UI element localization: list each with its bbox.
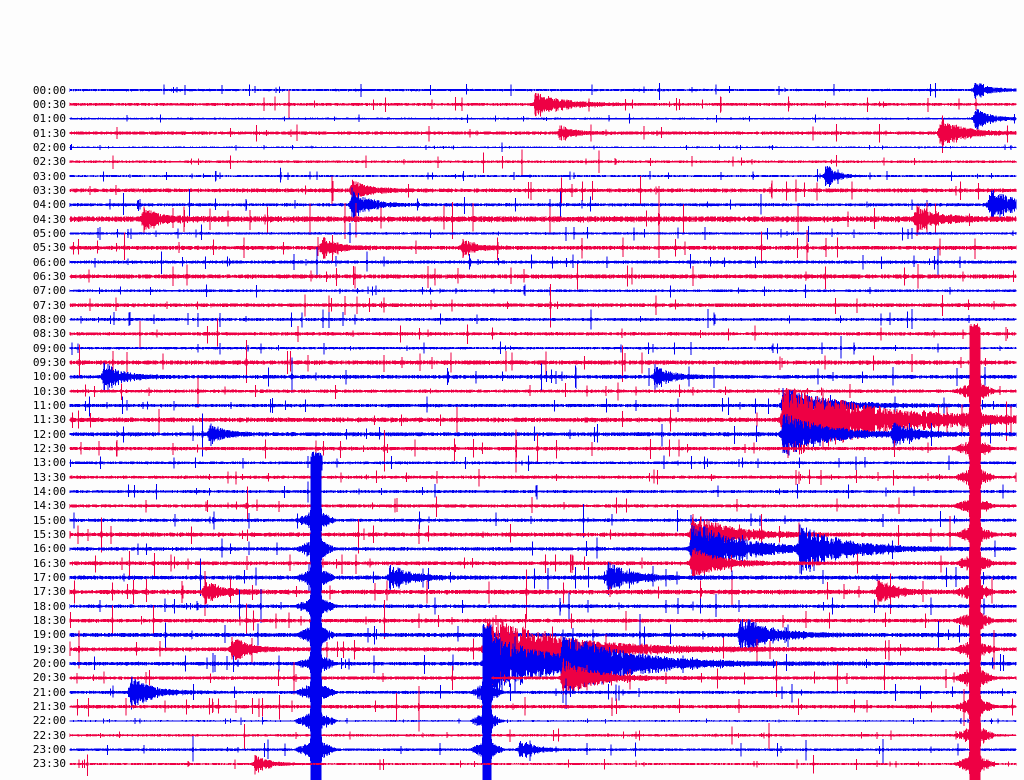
- trace-row-1000: [69, 357, 1017, 393]
- trace-row-1630: [69, 494, 1017, 641]
- time-label: 13:00: [32, 456, 66, 470]
- trace-row-0600: [69, 247, 1017, 278]
- trace-row-2130: [69, 637, 1017, 780]
- trace-row-0130: [69, 115, 1017, 154]
- time-label: 20:30: [32, 671, 66, 685]
- trace-row-0200: [69, 142, 1017, 153]
- time-label: 15:30: [32, 528, 66, 542]
- trace-row-1530: [69, 465, 1017, 611]
- trace-row-1730: [69, 523, 1017, 668]
- time-label: 17:30: [32, 585, 66, 599]
- trace-row-2100: [69, 623, 1017, 769]
- trace-row-0100: [69, 109, 1017, 130]
- time-label: 19:30: [32, 642, 66, 656]
- trace-row-2030: [69, 609, 1017, 754]
- time-label: 14:30: [32, 499, 66, 513]
- trace-row-0500: [69, 223, 1017, 243]
- time-label: 13:30: [32, 470, 66, 484]
- time-label: 16:00: [32, 542, 66, 556]
- trace-row-1600: [69, 481, 1017, 625]
- trace-row-0730: [69, 284, 1017, 328]
- trace-row-0230: [69, 149, 1017, 176]
- time-label: 04:30: [32, 212, 66, 226]
- time-label: 09:00: [32, 341, 66, 355]
- trace-row-1830: [69, 553, 1017, 697]
- trace-row-1900: [69, 566, 1017, 711]
- time-label: 05:30: [32, 241, 66, 255]
- time-label: 10:00: [32, 370, 66, 384]
- trace-row-1200: [69, 413, 1017, 457]
- trace-row-1300: [69, 455, 1017, 472]
- trace-row-1400: [69, 481, 1017, 503]
- time-label: 00:30: [32, 97, 66, 111]
- time-label: 12:00: [32, 427, 66, 441]
- time-label: 21:00: [32, 685, 66, 699]
- time-label: 23:00: [32, 743, 66, 757]
- left-mask: [0, 0, 69, 780]
- trace-row-2200: [69, 652, 1017, 780]
- trace-row-2300: [69, 680, 1017, 780]
- time-label: 07:00: [32, 284, 66, 298]
- trace-row-0430: [69, 186, 1017, 258]
- trace-row-0530: [69, 230, 1017, 263]
- trace-row-0830: [69, 318, 1017, 348]
- time-label: 12:30: [32, 442, 66, 455]
- trace-row-1430: [69, 437, 1017, 582]
- trace-row-0300: [69, 166, 1017, 188]
- time-label: 18:30: [32, 614, 66, 628]
- time-label: 16:30: [32, 556, 66, 570]
- top-mask: [0, 0, 1024, 83]
- time-label: 00:00: [32, 83, 66, 97]
- time-label: 22:30: [32, 728, 66, 742]
- trace-row-0030: [69, 90, 1017, 119]
- time-label: 03:00: [32, 169, 66, 183]
- trace-row-0330: [69, 176, 1017, 207]
- time-label: 18:00: [32, 599, 66, 613]
- time-label: 01:30: [32, 126, 66, 140]
- time-label: 02:30: [32, 155, 66, 169]
- trace-row-0700: [69, 284, 1017, 298]
- trace-row-1700: [69, 510, 1017, 654]
- trace-row-0900: [69, 336, 1017, 359]
- time-label: 15:00: [32, 513, 66, 527]
- time-label: 08:00: [32, 312, 66, 326]
- time-label: 21:30: [32, 700, 66, 714]
- trace-row-2330: [69, 695, 1017, 780]
- time-label: 10:30: [32, 384, 66, 398]
- trace-row-0400: [69, 187, 1017, 223]
- time-label: 20:00: [32, 657, 66, 671]
- time-label: 06:30: [32, 269, 66, 283]
- trace-row-0000: [69, 80, 1017, 100]
- trace-row-1330: [69, 408, 1017, 554]
- time-label: 06:00: [32, 255, 66, 269]
- right-mask: [1017, 0, 1024, 780]
- trace-row-1130: [69, 351, 1017, 496]
- trace-row-1800: [69, 537, 1017, 682]
- time-label: 07:30: [32, 298, 66, 312]
- time-label: 19:00: [32, 628, 66, 642]
- time-label: 05:00: [32, 226, 66, 240]
- time-label: 22:00: [32, 714, 66, 728]
- trace-row-2230: [69, 667, 1017, 780]
- time-label: 03:30: [32, 183, 66, 197]
- trace-row-1230: [69, 379, 1017, 525]
- trace-row-0800: [69, 309, 1017, 330]
- time-label: 11:30: [32, 413, 66, 427]
- time-label: 04:00: [32, 198, 66, 212]
- trace-row-2000: [69, 594, 1017, 740]
- trace-row-0930: [69, 339, 1017, 383]
- time-label: 14:00: [32, 485, 66, 499]
- time-label: 01:00: [32, 112, 66, 126]
- trace-row-0630: [69, 263, 1017, 290]
- time-label: 23:30: [32, 757, 66, 771]
- time-label: 17:00: [32, 571, 66, 585]
- trace-row-1030: [69, 323, 1017, 467]
- time-label: 11:00: [32, 398, 66, 412]
- time-label: 09:30: [32, 355, 66, 369]
- time-label: 08:30: [32, 327, 66, 341]
- time-label: 02:00: [32, 140, 66, 154]
- trace-row-1500: [69, 451, 1017, 597]
